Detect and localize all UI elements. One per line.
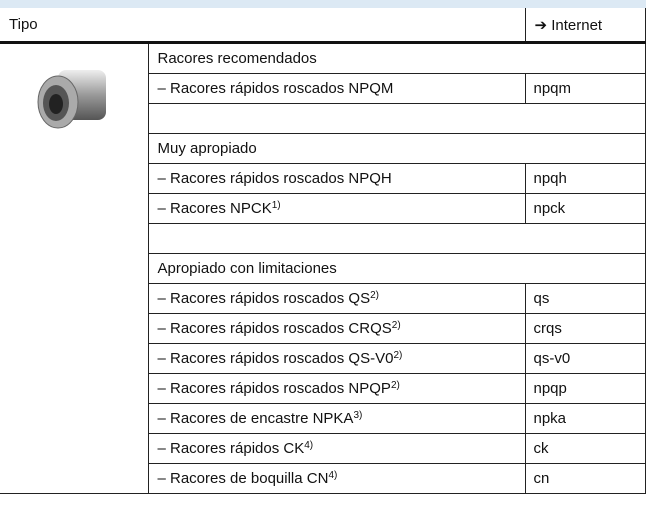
item-text: – Racores rápidos roscados NPQP bbox=[157, 380, 391, 397]
item-link: ck bbox=[524, 433, 646, 464]
item-link: npck bbox=[524, 193, 646, 224]
fitting-image bbox=[37, 70, 106, 129]
item-label: – Racores de boquilla CN4) bbox=[147, 463, 526, 494]
item-link: qs-v0 bbox=[524, 343, 646, 374]
header-row: Tipo ➔ Internet bbox=[0, 8, 646, 44]
row: – Racores rápidos roscados NPQP2) npqp bbox=[0, 373, 646, 404]
row: – Racores rápidos roscados NPQM npqm bbox=[0, 73, 646, 104]
item-text: – Racores rápidos roscados QS bbox=[157, 290, 371, 307]
row: Muy apropiado bbox=[0, 133, 646, 164]
footnote-ref: 1) bbox=[271, 200, 281, 211]
item-link: npqh bbox=[524, 163, 646, 194]
section-title: Racores recomendados bbox=[147, 42, 646, 74]
row: – Racores de encastre NPKA3) npka bbox=[0, 403, 646, 434]
item-text: – Racores rápidos roscados CRQS bbox=[157, 320, 392, 337]
spacer-cell bbox=[147, 103, 646, 134]
item-label: – Racores rápidos roscados QS2) bbox=[147, 283, 526, 314]
item-link: npqp bbox=[524, 373, 646, 404]
item-link: qs bbox=[524, 283, 646, 314]
item-link: npqm bbox=[524, 73, 646, 104]
item-label: – Racores rápidos roscados NPQM bbox=[147, 73, 526, 104]
footnote-ref: 2) bbox=[393, 350, 403, 361]
type-header: Tipo bbox=[0, 8, 526, 44]
footnote-ref: 3) bbox=[353, 410, 363, 421]
row bbox=[0, 103, 646, 134]
item-text: – Racores rápidos CK bbox=[157, 440, 305, 457]
row: – Racores de boquilla CN4) cn bbox=[0, 463, 646, 494]
item-text: – Racores rápidos roscados NPQM bbox=[157, 80, 394, 97]
row: Apropiado con limitaciones bbox=[0, 253, 646, 284]
footnote-ref: 4) bbox=[328, 470, 338, 481]
footnote-ref: 4) bbox=[304, 440, 314, 451]
row: – Racores rápidos roscados CRQS2) crqs bbox=[0, 313, 646, 344]
item-label: – Racores NPCK1) bbox=[147, 193, 526, 224]
image-cell bbox=[0, 42, 149, 494]
footnote-ref: 2) bbox=[391, 320, 401, 331]
item-label: – Racores rápidos roscados NPQH bbox=[147, 163, 526, 194]
footnote-ref: 2) bbox=[390, 380, 400, 391]
item-text: – Racores rápidos roscados QS-V0 bbox=[157, 350, 394, 367]
item-label: – Racores rápidos roscados CRQS2) bbox=[147, 313, 526, 344]
item-text: – Racores de boquilla CN bbox=[157, 470, 329, 487]
link-header: ➔ Internet bbox=[524, 8, 646, 44]
table-body: Tipo ➔ Internet Racores recomendados – Ra… bbox=[0, 8, 646, 494]
row: – Racores NPCK1) npck bbox=[0, 193, 646, 224]
table: Tipo ➔ Internet Racores recomendados – Ra… bbox=[0, 8, 646, 494]
item-label: – Racores rápidos CK4) bbox=[147, 433, 526, 464]
item-label: – Racores rápidos roscados QS-V02) bbox=[147, 343, 526, 374]
item-text: – Racores NPCK bbox=[157, 200, 272, 217]
item-text: – Racores rápidos roscados NPQH bbox=[157, 170, 392, 187]
row: – Racores rápidos CK4) ck bbox=[0, 433, 646, 464]
spacer-cell bbox=[147, 223, 646, 254]
section-title: Apropiado con limitaciones bbox=[147, 253, 646, 284]
item-link: crqs bbox=[524, 313, 646, 344]
item-label: – Racores rápidos roscados NPQP2) bbox=[147, 373, 526, 404]
footnote-ref: 2) bbox=[370, 290, 380, 301]
item-link: npka bbox=[524, 403, 646, 434]
top-band bbox=[0, 0, 646, 8]
row: Racores recomendados bbox=[0, 42, 646, 494]
item-text: – Racores de encastre NPKA bbox=[157, 410, 354, 427]
item-label: – Racores de encastre NPKA3) bbox=[147, 403, 526, 434]
item-link: cn bbox=[524, 463, 646, 494]
section-title: Muy apropiado bbox=[147, 133, 646, 164]
row: – Racores rápidos roscados NPQH npqh bbox=[0, 163, 646, 194]
